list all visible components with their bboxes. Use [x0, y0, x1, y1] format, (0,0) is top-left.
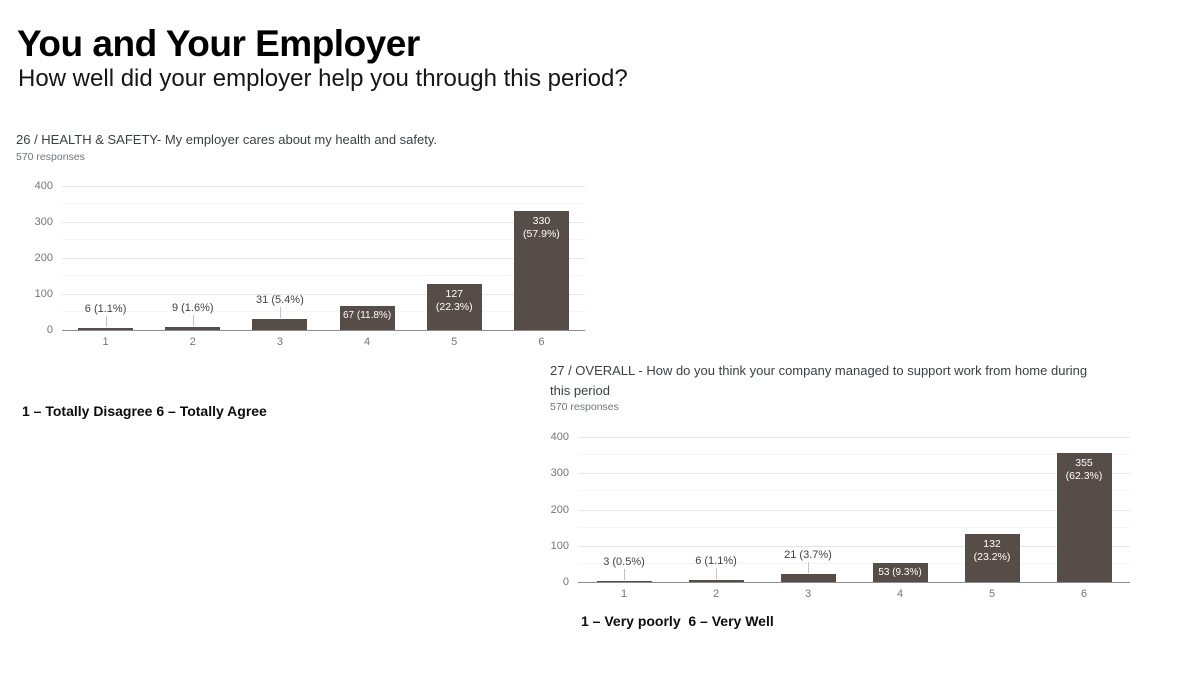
bar-value-label: 132 (23.2%): [973, 538, 1011, 564]
minor-gridline: [578, 490, 1130, 492]
label-leader-line: [105, 315, 107, 327]
y-axis-tick-label: 0: [562, 576, 569, 588]
label-leader-line: [279, 306, 281, 318]
scale-legend-poorly-well: 1 – Very poorly 6 – Very Well: [581, 613, 774, 629]
y-axis-tick-label: 100: [550, 539, 569, 552]
chart-question-title: 27 / OVERALL - How do you think your com…: [550, 363, 1088, 398]
y-axis-tick-label: 200: [550, 503, 569, 516]
y-axis-tick-label: 0: [46, 324, 53, 336]
x-axis-category-label: 3: [276, 336, 283, 348]
bar-value-label: 3 (0.5%): [603, 555, 645, 568]
minor-gridline: [62, 275, 585, 276]
chart-card-overall-support: 27 / OVERALL - How do you think your com…: [528, 361, 1143, 611]
y-axis-tick-label: 300: [550, 467, 569, 480]
bar-value-label: 6 (1.1%): [695, 554, 737, 567]
bar: [339, 305, 395, 330]
major-gridline: [62, 294, 585, 295]
major-gridline: [62, 186, 585, 187]
bar: [964, 534, 1020, 582]
x-axis-category-label: 6: [538, 336, 545, 348]
bar-value-label: 21 (3.7%): [784, 549, 832, 562]
bar-value-label: 330 (57.9%): [523, 215, 560, 241]
label-leader-line: [716, 567, 717, 579]
bar-value-label: 9 (1.6%): [171, 301, 214, 314]
page-subtitle: How well did your employer help you thro…: [18, 65, 628, 92]
x-axis-category-label: 6: [1080, 588, 1088, 600]
x-axis-category-label: 1: [102, 336, 109, 348]
bar-value-label: 6 (1.1%): [84, 302, 127, 315]
x-axis-category-label: 4: [896, 588, 904, 600]
x-axis-category-label: 5: [451, 336, 458, 348]
x-axis-category-label: 3: [804, 588, 812, 600]
minor-gridline: [578, 454, 1130, 456]
label-leader-line: [192, 314, 194, 326]
y-axis-tick-label: 200: [34, 252, 53, 264]
bar: [1056, 453, 1112, 582]
chart-responses-count: 570 responses: [550, 401, 619, 413]
y-axis-tick-label: 100: [34, 288, 53, 300]
major-gridline: [62, 258, 585, 259]
label-leader-line: [808, 562, 809, 574]
bar: [596, 580, 652, 582]
major-gridline: [578, 437, 1130, 438]
minor-gridline: [62, 203, 585, 204]
y-axis-tick-label: 400: [550, 431, 569, 443]
bar: [780, 574, 836, 582]
bar-value-label: 67 (11.8%): [342, 309, 392, 321]
bar-value-label: 355 (62.3%): [1065, 457, 1103, 483]
chart-responses-count: 570 responses: [16, 151, 85, 163]
major-gridline: [578, 545, 1130, 547]
major-gridline: [578, 473, 1130, 475]
bar: [426, 284, 482, 330]
x-axis-category-label: 2: [712, 588, 720, 600]
bar-value-label: 127 (22.3%): [435, 288, 473, 314]
x-axis-category-label: 4: [364, 336, 371, 348]
bar: [688, 579, 744, 582]
label-leader-line: [624, 568, 625, 580]
bar: [165, 326, 221, 330]
major-gridline: [578, 509, 1130, 511]
minor-gridline: [578, 562, 1130, 564]
bar: [252, 318, 308, 330]
bar: [78, 327, 134, 330]
bar: [513, 211, 569, 330]
chart-question-title: 26 / HEALTH & SAFETY- My employer cares …: [16, 132, 437, 147]
y-axis-tick-label: 300: [34, 216, 53, 228]
bar-chart-plot-area: 0 100 200 300 400 6 (1.1%) 1 9 (1.6%) 2 31 (5.4%)…: [35, 180, 585, 348]
bar-value-label: 31 (5.4%): [256, 293, 304, 306]
bar: [872, 562, 928, 582]
major-gridline: [62, 222, 585, 223]
bar-chart-plot-area: 0 100 200 300 400 3 (0.5%) 1 6 (1.1%) 2 21 (3.7%)…: [551, 431, 1130, 600]
bar-value-label: 53 (9.3%): [878, 566, 922, 578]
minor-gridline: [62, 311, 585, 312]
minor-gridline: [62, 239, 585, 240]
page-title: You and Your Employer: [17, 23, 420, 64]
x-axis-category-label: 2: [189, 336, 196, 348]
y-axis-tick-label: 400: [34, 180, 53, 192]
chart-card-health-safety: 26 / HEALTH & SAFETY- My employer cares …: [16, 130, 591, 365]
scale-legend-disagree-agree: 1 – Totally Disagree 6 – Totally Agree: [22, 403, 267, 419]
x-axis-category-label: 5: [988, 588, 996, 600]
x-axis-category-label: 1: [620, 588, 628, 600]
minor-gridline: [578, 526, 1130, 528]
